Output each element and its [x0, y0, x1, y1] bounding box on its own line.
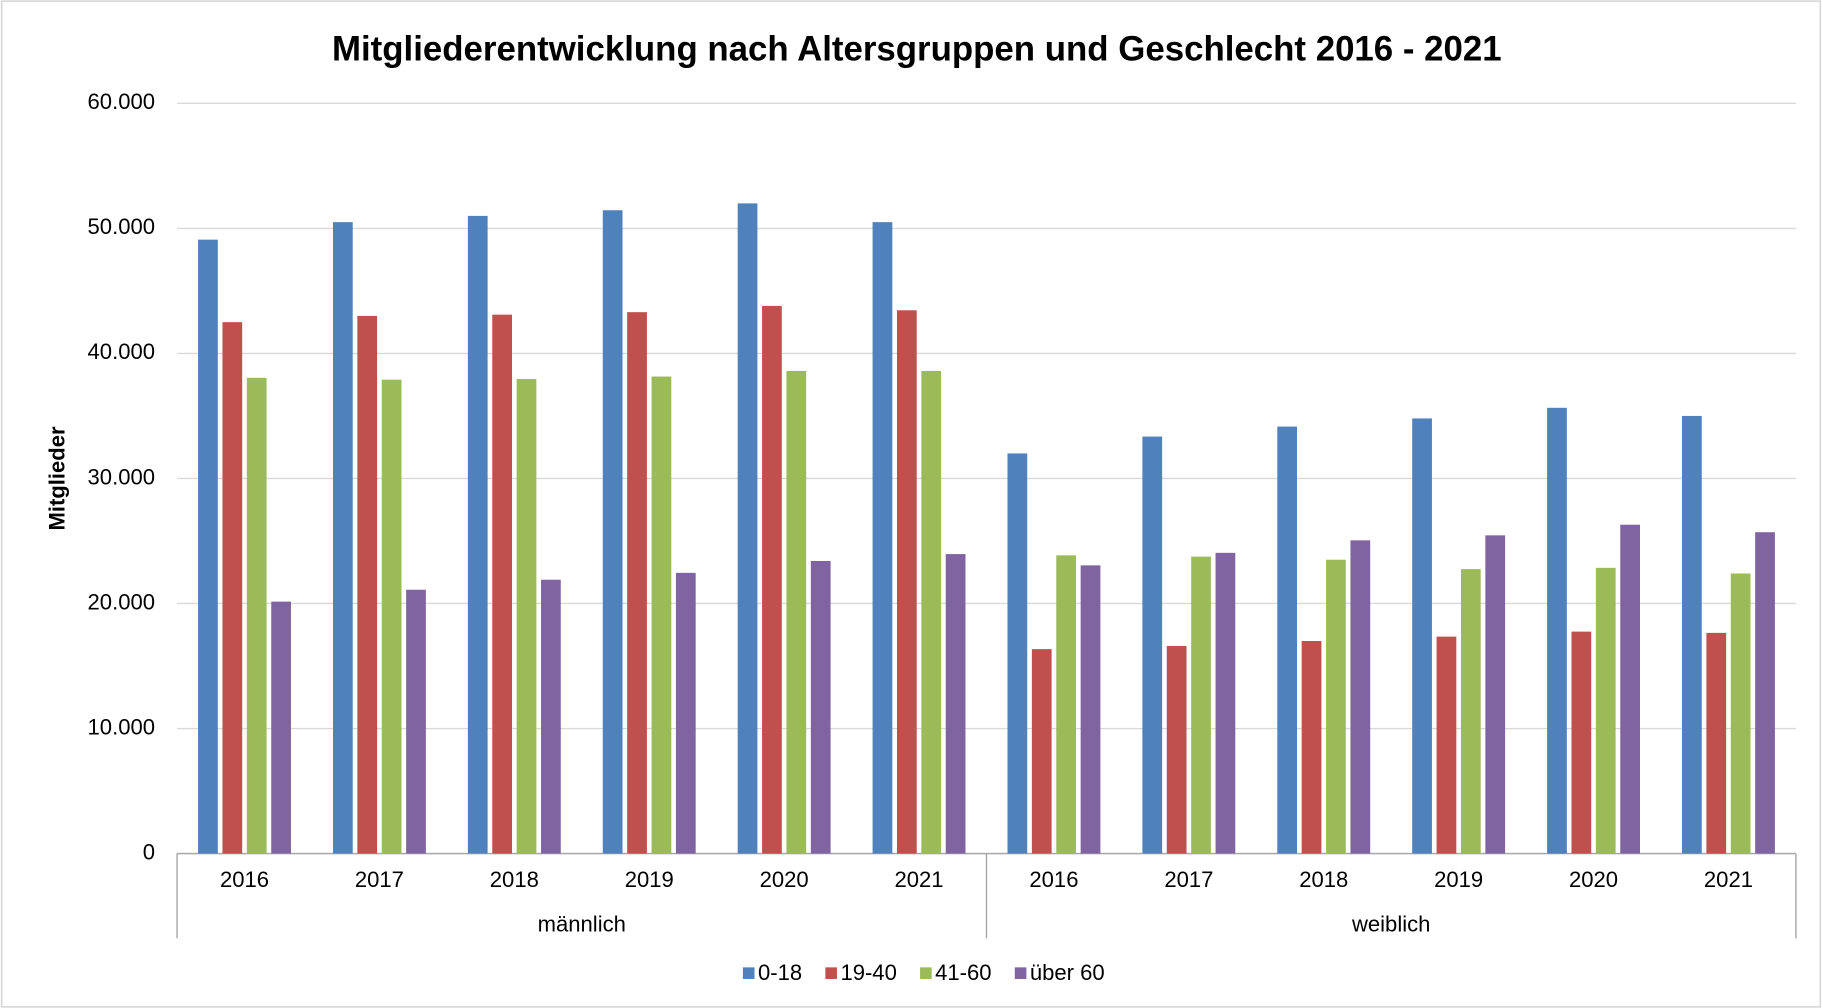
bar: [1301, 640, 1322, 854]
bar: [1571, 631, 1592, 854]
bar: [921, 370, 942, 854]
legend-swatch: [1014, 967, 1027, 979]
bar: [1056, 555, 1076, 854]
bar: [896, 310, 917, 854]
x-tick-label: 2016: [1029, 867, 1078, 892]
x-tick-label: 2017: [355, 867, 404, 892]
x-tick-label: 2021: [1704, 867, 1753, 892]
x-tick-label: 2019: [625, 867, 674, 892]
bar: [1277, 426, 1298, 854]
y-tick-label: 60.000: [88, 89, 155, 114]
y-tick-label: 10.000: [88, 714, 155, 739]
x-tick-label: 2018: [490, 867, 539, 892]
bar: [810, 560, 831, 854]
bar: [492, 314, 512, 854]
x-tick-label: 2021: [895, 867, 944, 892]
legend-label: über 60: [1030, 960, 1105, 985]
bar: [627, 312, 647, 854]
group-label: weiblich: [1351, 911, 1430, 936]
bar: [602, 210, 623, 854]
legend-swatch: [742, 967, 755, 979]
bar: [1215, 552, 1236, 854]
bar: [467, 215, 488, 854]
chart-title: Mitgliederentwicklung nach Altersgruppen…: [332, 29, 1502, 68]
bar: [222, 322, 243, 854]
bar: [1620, 524, 1640, 854]
bar: [1142, 436, 1163, 854]
bar: [1326, 559, 1346, 854]
bar: [786, 370, 807, 854]
group-label: männlich: [538, 911, 626, 936]
bar: [1682, 415, 1702, 854]
legend-label: 19-40: [840, 960, 896, 985]
y-tick-label: 30.000: [88, 464, 155, 489]
bar: [1412, 418, 1432, 854]
bar: [381, 379, 402, 854]
bar: [357, 315, 378, 854]
bar: [406, 589, 426, 854]
legend-swatch: [825, 967, 837, 979]
bar: [1730, 573, 1751, 854]
bar: [1191, 556, 1211, 854]
x-tick-label: 2018: [1299, 867, 1348, 892]
bar: [1080, 565, 1101, 854]
bar: [271, 601, 291, 854]
bar: [1436, 636, 1457, 854]
bar: [1031, 649, 1052, 854]
bar: [1755, 532, 1775, 854]
y-tick-label: 20.000: [88, 589, 155, 614]
legend-label: 41-60: [935, 960, 991, 985]
bar: [737, 203, 758, 854]
bar: [762, 305, 782, 854]
x-tick-label: 2016: [220, 867, 269, 892]
bar: [945, 554, 966, 854]
legend-label: 0-18: [758, 960, 802, 985]
y-axis-label: Mitglieder: [44, 426, 69, 531]
bar: [872, 222, 893, 854]
bar: [1706, 632, 1727, 854]
x-tick-label: 2017: [1164, 867, 1213, 892]
bar: [1485, 535, 1506, 854]
bar: [1460, 569, 1481, 854]
x-tick-label: 2020: [760, 867, 809, 892]
bar: [651, 376, 672, 854]
bar: [332, 222, 353, 854]
bar: [1595, 567, 1616, 854]
y-tick-label: 0: [143, 839, 155, 864]
x-tick-label: 2020: [1569, 867, 1618, 892]
y-tick-label: 50.000: [88, 214, 155, 239]
bar: [516, 379, 537, 854]
bar: [246, 377, 267, 854]
bar: [541, 579, 561, 854]
bar: [198, 239, 218, 854]
bar: [1166, 645, 1187, 854]
bar: [1547, 407, 1567, 854]
legend-swatch: [920, 967, 932, 979]
bar: [1350, 540, 1371, 854]
y-tick-label: 40.000: [88, 339, 155, 364]
bar: [1007, 453, 1028, 854]
x-tick-label: 2019: [1434, 867, 1483, 892]
bar: [675, 572, 696, 854]
